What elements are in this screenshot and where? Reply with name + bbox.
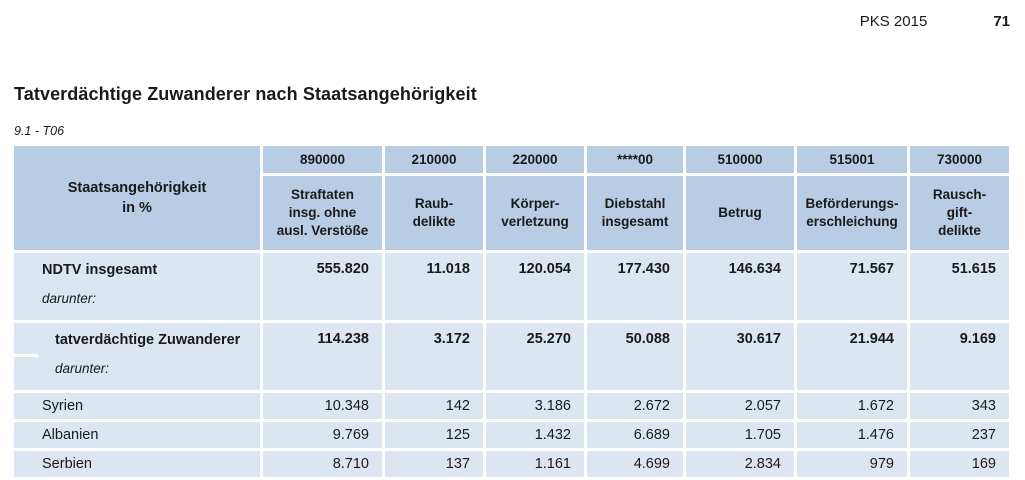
page-number: 71 (993, 13, 1010, 30)
value-cell: 4.699 (587, 451, 683, 477)
column-code-straftaten: 890000 (263, 146, 382, 173)
row-label: NDTV insgesamt (42, 262, 158, 278)
page-header: PKS 2015 71 (860, 13, 1010, 30)
row-sublabel: darunter: (42, 291, 97, 306)
row-label: Albanien (42, 427, 99, 443)
value-cell: 51.615 (910, 253, 1009, 320)
value-cell: 114.238 (263, 323, 382, 390)
column-code-koerperverletzung: 220000 (486, 146, 584, 173)
value-cell: 120.054 (486, 253, 584, 320)
value-cell: 142 (385, 393, 483, 419)
value-cell: 2.672 (587, 393, 683, 419)
row-label-cell: Syrien (14, 393, 260, 419)
value-cell: 146.634 (686, 253, 794, 320)
value-cell: 2.834 (686, 451, 794, 477)
row-label-cell: tatverdächtige Zuwanderer darunter: (14, 323, 260, 390)
value-cell: 1.705 (686, 422, 794, 448)
value-cell: 2.057 (686, 393, 794, 419)
table-reference: 9.1 - T06 (14, 124, 65, 138)
column-code-raub: 210000 (385, 146, 483, 173)
row-label: tatverdächtige Zuwanderer (55, 332, 241, 348)
corner-header-line1: Staatsangehörigkeit (67, 179, 207, 196)
table-row-serbien: Serbien 8.710 137 1.161 4.699 2.834 979 … (14, 451, 1009, 477)
statistics-table: Staatsangehörigkeit in % 890000 210000 2… (11, 143, 1012, 480)
column-header-koerperverletzung: Körper- verletzung (486, 176, 584, 250)
column-header-straftaten: Straftaten insg. ohne ausl. Verstöße (263, 176, 382, 250)
column-code-rauschgift: 730000 (910, 146, 1009, 173)
value-cell: 125 (385, 422, 483, 448)
table-row-zuwanderer: tatverdächtige Zuwanderer darunter: 114.… (14, 323, 1009, 390)
row-label: Serbien (42, 456, 92, 472)
value-cell: 71.567 (797, 253, 907, 320)
value-cell: 343 (910, 393, 1009, 419)
corner-header-line2: in % (122, 200, 152, 216)
column-header-diebstahl: Diebstahl insgesamt (587, 176, 683, 250)
value-cell: 1.476 (797, 422, 907, 448)
value-cell: 9.169 (910, 323, 1009, 390)
table-container: Staatsangehörigkeit in % 890000 210000 2… (11, 143, 1012, 480)
table-row-ndtv: NDTV insgesamt darunter: 555.820 11.018 … (14, 253, 1009, 320)
column-code-befoerderung: 515001 (797, 146, 907, 173)
value-cell: 25.270 (486, 323, 584, 390)
value-cell: 177.430 (587, 253, 683, 320)
value-cell: 6.689 (587, 422, 683, 448)
value-cell: 10.348 (263, 393, 382, 419)
value-cell: 1.672 (797, 393, 907, 419)
table-header-row: Straftaten insg. ohne ausl. Verstöße Rau… (14, 176, 1009, 250)
row-label-cell: NDTV insgesamt darunter: (14, 253, 260, 320)
value-cell: 169 (910, 451, 1009, 477)
table-row-albanien: Albanien 9.769 125 1.432 6.689 1.705 1.4… (14, 422, 1009, 448)
value-cell: 3.186 (486, 393, 584, 419)
value-cell: 1.161 (486, 451, 584, 477)
value-cell: 21.944 (797, 323, 907, 390)
page-title: Tatverdächtige Zuwanderer nach Staatsang… (14, 84, 477, 104)
column-header-rauschgift: Rausch- gift- delikte (910, 176, 1009, 250)
cell-split-marker (14, 354, 38, 357)
row-label: Syrien (42, 398, 84, 414)
value-cell: 30.617 (686, 323, 794, 390)
value-cell: 8.710 (263, 451, 382, 477)
value-cell: 9.769 (263, 422, 382, 448)
row-label-cell: Albanien (14, 422, 260, 448)
value-cell: 979 (797, 451, 907, 477)
value-cell: 137 (385, 451, 483, 477)
value-cell: 11.018 (385, 253, 483, 320)
value-cell: 50.088 (587, 323, 683, 390)
table-code-row: Staatsangehörigkeit in % 890000 210000 2… (14, 146, 1009, 250)
column-header-raub: Raub- delikte (385, 176, 483, 250)
table-row-syrien: Syrien 10.348 142 3.186 2.672 2.057 1.67… (14, 393, 1009, 419)
value-cell: 555.820 (263, 253, 382, 320)
value-cell: 237 (910, 422, 1009, 448)
column-header-betrug: Betrug (686, 176, 794, 250)
report-label: PKS 2015 (859, 13, 928, 30)
column-header-befoerderung: Beförderungs- erschleichung (797, 176, 907, 250)
corner-header-cell: Staatsangehörigkeit in % (14, 146, 260, 250)
row-sublabel: darunter: (55, 361, 110, 376)
column-code-betrug: 510000 (686, 146, 794, 173)
column-code-diebstahl: ****00 (587, 146, 683, 173)
value-cell: 3.172 (385, 323, 483, 390)
value-cell: 1.432 (486, 422, 584, 448)
row-label-cell: Serbien (14, 451, 260, 477)
